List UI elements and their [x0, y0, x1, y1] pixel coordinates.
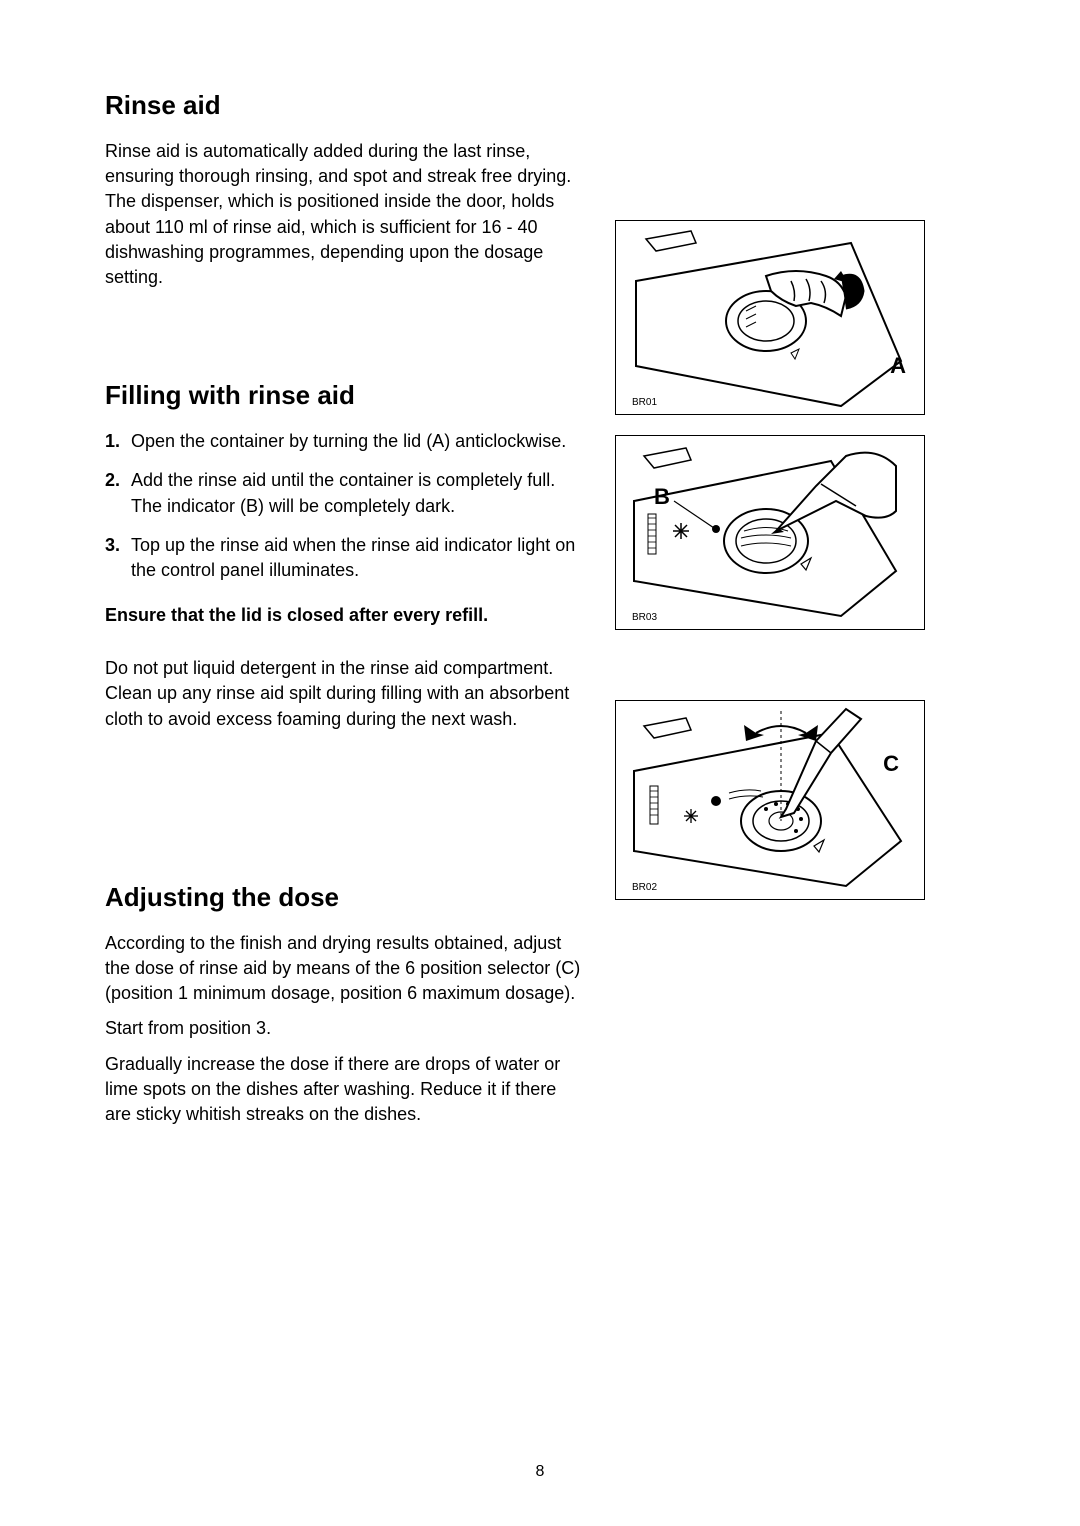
para-adjust-2: Start from position 3. — [105, 1016, 585, 1041]
left-column: Rinse aid Rinse aid is automatically add… — [105, 90, 585, 1137]
step-1: Open the container by turning the lid (A… — [105, 429, 585, 454]
filling-steps: Open the container by turning the lid (A… — [105, 429, 585, 583]
para-adjust-3: Gradually increase the dose if there are… — [105, 1052, 585, 1128]
step-2: Add the rinse aid until the container is… — [105, 468, 585, 518]
right-column: A BR01 — [615, 90, 935, 1137]
para-adjust-1: According to the finish and drying resul… — [105, 931, 585, 1007]
bold-note-lid: Ensure that the lid is closed after ever… — [105, 603, 585, 628]
figure-b: B BR03 — [615, 435, 925, 630]
figure-b-label: B — [654, 484, 670, 510]
figure-a-label: A — [890, 353, 906, 379]
heading-adjusting: Adjusting the dose — [105, 882, 585, 913]
page-number: 8 — [0, 1463, 1080, 1481]
para-detergent-warning: Do not put liquid detergent in the rinse… — [105, 656, 585, 732]
figure-b-code: BR03 — [632, 612, 657, 623]
figure-c-code: BR02 — [632, 882, 657, 893]
figure-c-label: C — [883, 751, 899, 777]
figure-a-code: BR01 — [632, 397, 657, 408]
figure-a: A BR01 — [615, 220, 925, 415]
para-rinse-aid-intro: Rinse aid is automatically added during … — [105, 139, 585, 290]
figure-c: C BR02 — [615, 700, 925, 900]
step-3: Top up the rinse aid when the rinse aid … — [105, 533, 585, 583]
heading-filling: Filling with rinse aid — [105, 380, 585, 411]
heading-rinse-aid: Rinse aid — [105, 90, 585, 121]
